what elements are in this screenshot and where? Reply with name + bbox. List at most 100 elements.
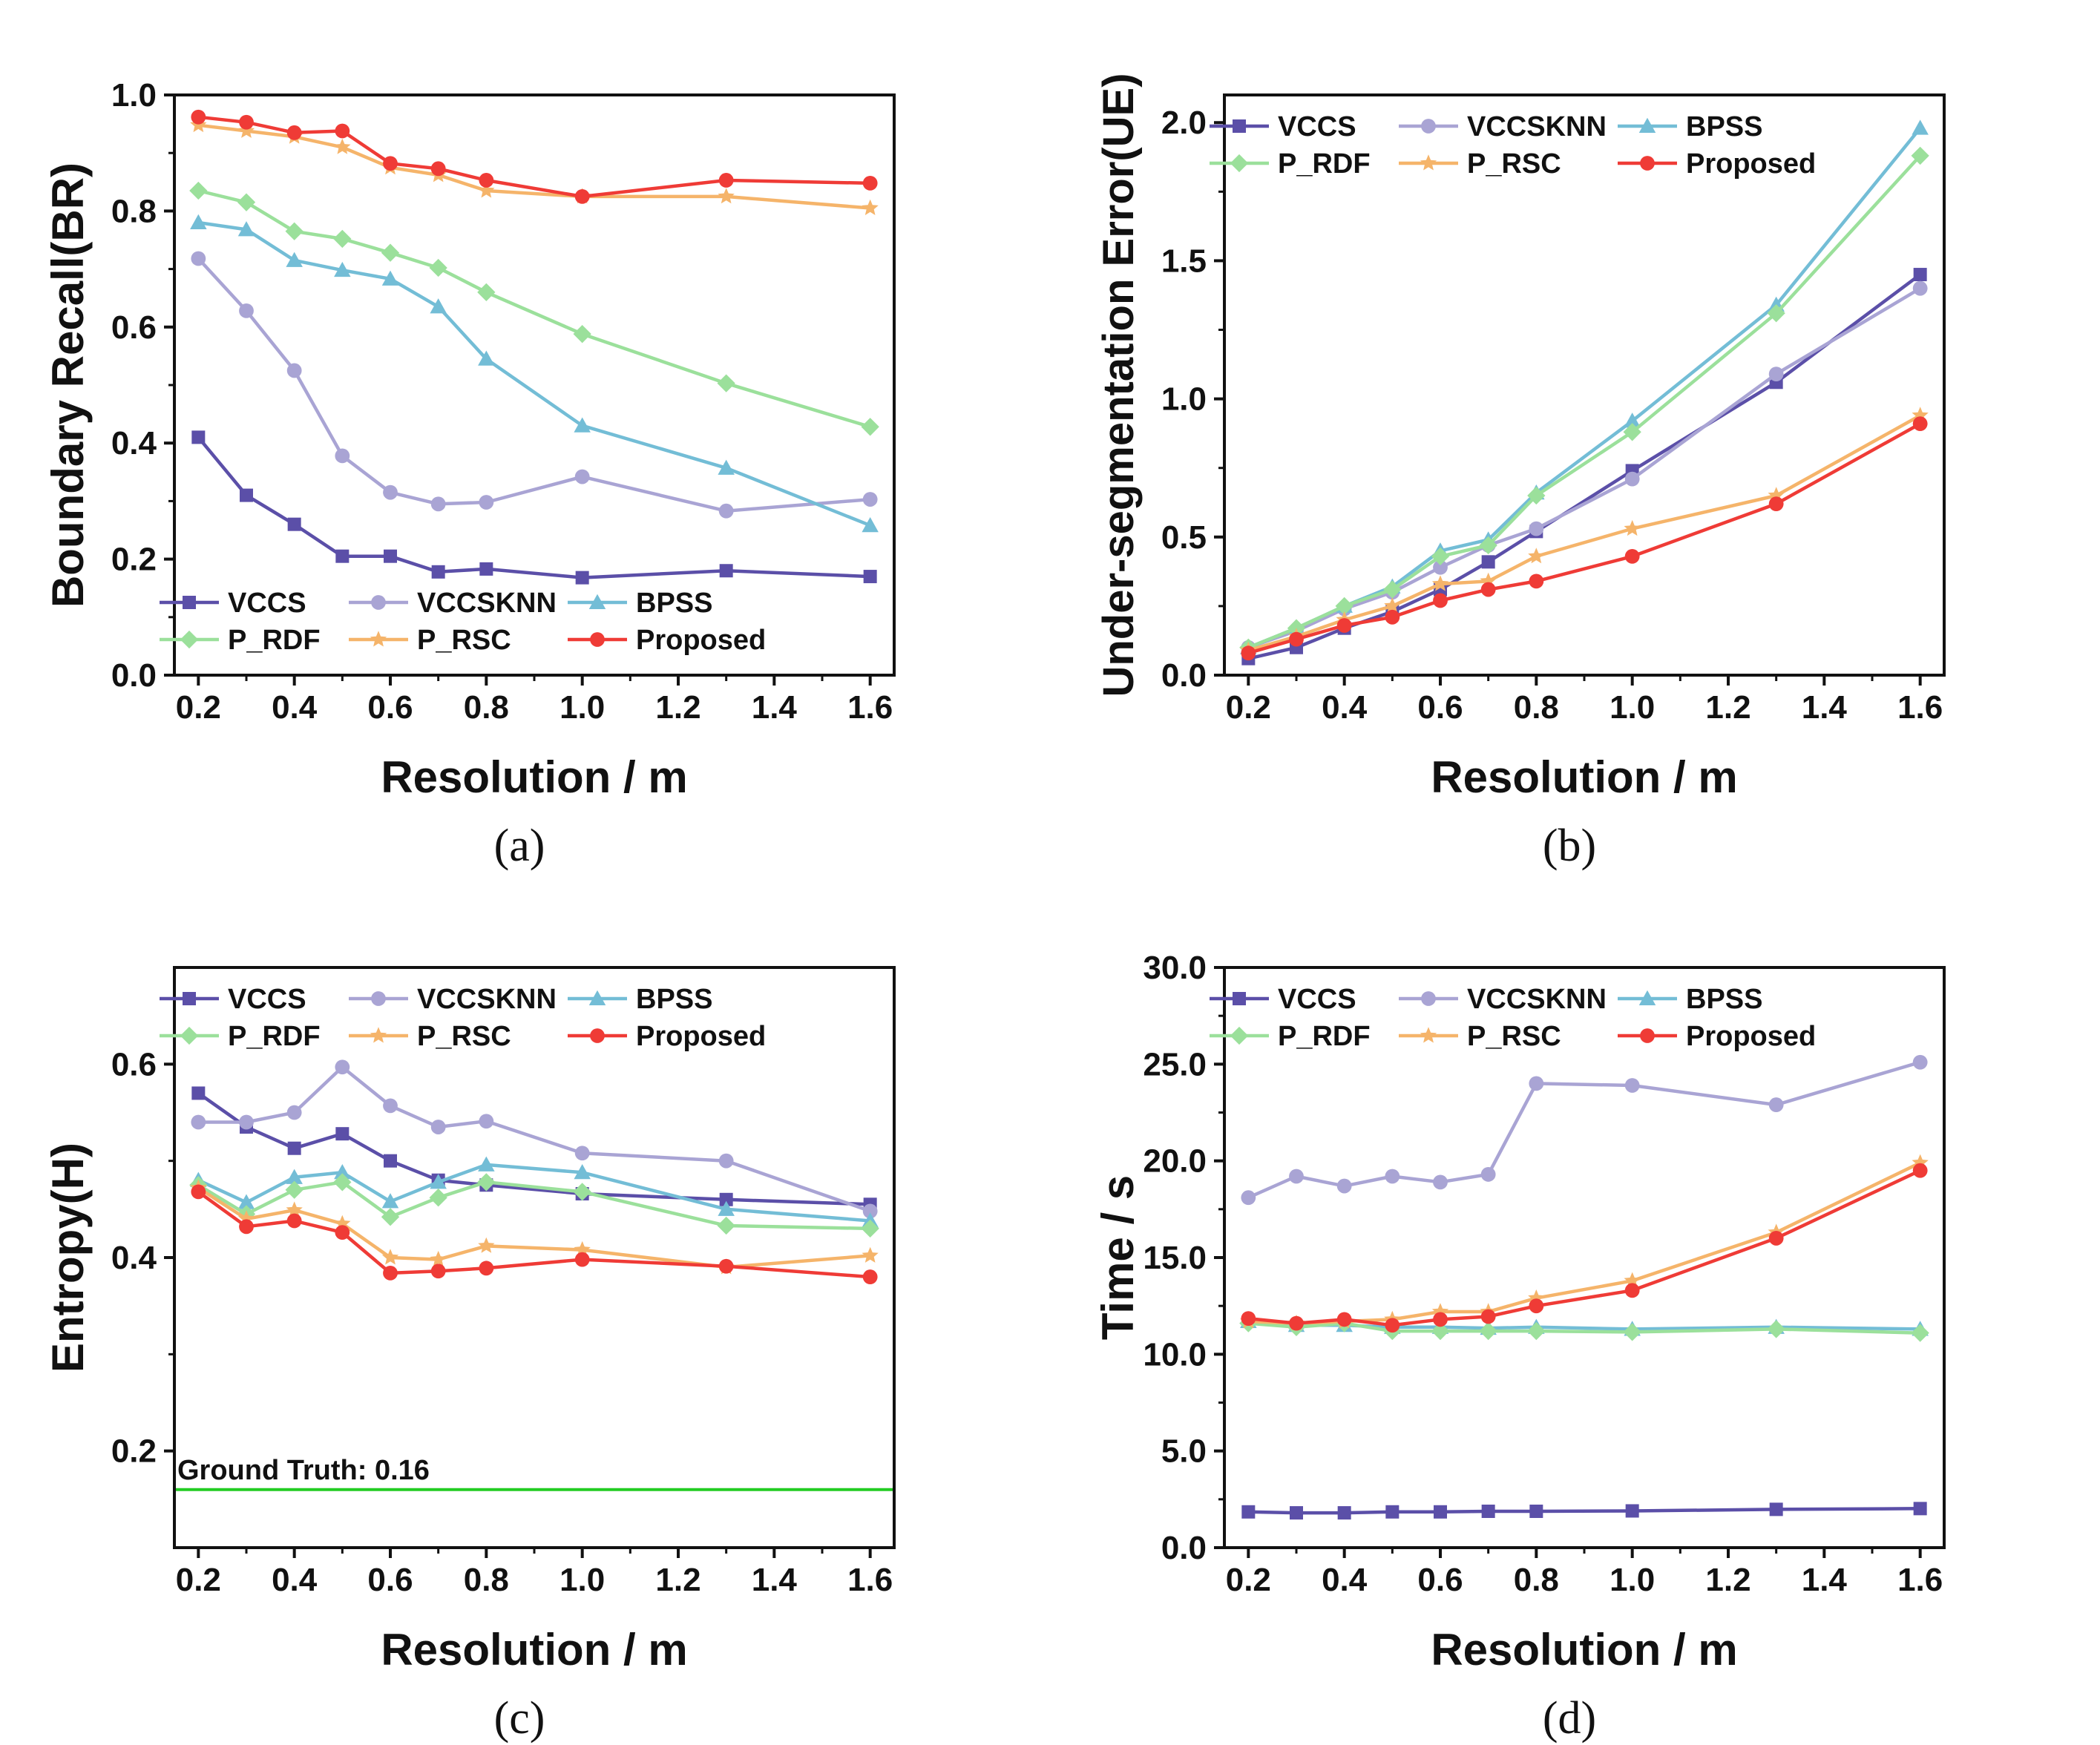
chart-a-point-vccs-8: [719, 564, 733, 578]
chart-c-line-vccsknn: [198, 1065, 871, 1213]
chart-a-point-vccsknn-6: [479, 495, 494, 510]
chart-d-point-p-rsc-7: [1624, 1272, 1641, 1288]
chart-a-xtick-label-1: 0.4: [272, 689, 318, 726]
chart-a-point-p-rdf-2: [285, 222, 303, 240]
chart-d-xtick-label-7: 1.6: [1897, 1562, 1943, 1598]
chart-b-point-vccs-9: [1913, 268, 1927, 282]
chart-b-line-proposed: [1247, 422, 1921, 655]
chart-c-point-p-rdf-8: [717, 1216, 735, 1235]
chart-c-legend-marker-vccsknn: [371, 991, 386, 1006]
chart-d-point-p-rdf-6: [1527, 1321, 1546, 1341]
chart-c-xtick-label-1: 0.4: [272, 1562, 318, 1598]
chart-b-point-p-rsc-4: [1431, 575, 1449, 591]
chart-b-point-proposed-1: [1289, 631, 1304, 647]
chart-a-point-proposed-0: [191, 109, 206, 125]
chart-b-frame: [1223, 93, 1946, 677]
chart-d-point-proposed-6: [1529, 1298, 1544, 1314]
chart-c-legend-label-p-rsc: P_RSC: [417, 1021, 511, 1052]
chart-d-legend-marker-proposed: [1640, 1028, 1655, 1043]
chart-c-point-bpss-7: [574, 1164, 591, 1180]
chart-b-legend-marker-vccs: [1233, 119, 1246, 133]
chart-d-point-vccsknn-8: [1768, 1097, 1784, 1112]
chart-c-point-vccs-2: [287, 1141, 301, 1155]
chart-a-point-vccs-1: [240, 488, 253, 502]
chart-a-legend-marker-p-rsc: [370, 631, 387, 647]
chart-a-line-bpss: [197, 220, 871, 528]
chart-c-legend-marker-p-rsc: [370, 1027, 387, 1043]
chart-d-xtick-label-4: 1.0: [1610, 1562, 1655, 1598]
chart-a-xtick-label-0: 0.2: [176, 689, 221, 726]
chart-a-legend-marker-vccs: [183, 596, 196, 609]
chart-c-point-proposed-8: [718, 1258, 734, 1274]
chart-d-ytick-label-3: 15.0: [1143, 1240, 1207, 1276]
chart-d-point-vccs-4: [1434, 1505, 1447, 1519]
chart-c-xtick-label-4: 1.0: [560, 1562, 605, 1598]
chart-a-xtick-label-2: 0.6: [367, 689, 413, 726]
chart-a-point-proposed-4: [383, 156, 398, 171]
chart-b-point-vccsknn-9: [1912, 280, 1928, 296]
chart-c-point-p-rdf-5: [429, 1189, 447, 1207]
chart-d-point-p-rdf-4: [1431, 1321, 1450, 1341]
chart-b-legend-item-vccsknn: VCCSKNN: [1399, 111, 1607, 142]
chart-a-legend-item-proposed: Proposed: [568, 625, 766, 656]
chart-a-ytick-label-5: 1.0: [111, 77, 157, 114]
chart-b-legend-item-proposed: Proposed: [1618, 148, 1816, 180]
chart-d-xtick-label-1: 0.4: [1322, 1562, 1368, 1598]
chart-d-point-proposed-4: [1433, 1312, 1448, 1327]
chart-b-point-p-rsc-6: [1528, 548, 1545, 564]
chart-a-ytick-label-1: 0.2: [111, 542, 157, 578]
chart-a-point-proposed-2: [286, 125, 302, 140]
chart-d-point-vccsknn-2: [1336, 1178, 1352, 1194]
chart-c-point-vccsknn-0: [191, 1114, 206, 1130]
chart-d-point-proposed-8: [1768, 1231, 1784, 1246]
chart-c-ytick-label-2: 0.6: [111, 1046, 157, 1082]
chart-d-ytick-label-0: 0.0: [1161, 1530, 1207, 1566]
chart-d-series-vccs: [1241, 1502, 1927, 1520]
chart-a-point-proposed-7: [574, 188, 590, 204]
chart-d-legend-label-proposed: Proposed: [1686, 1021, 1816, 1052]
chart-c-reference-label: Ground Truth: 0.16: [177, 1455, 430, 1486]
panel-d: 0.2 0.4 0.6 0.8 1.0 1.2 1.4 1.6 0.0 5.0 10.0 15.0 20…: [1050, 872, 2100, 1745]
chart-a-point-vccs-9: [863, 570, 877, 584]
chart-b-xtick-label-1: 0.4: [1322, 689, 1368, 726]
chart-c-point-bpss-6: [478, 1156, 495, 1171]
chart-b-point-vccs-5: [1481, 555, 1495, 569]
chart-c-xlabel: Resolution / m: [381, 1625, 687, 1675]
chart-a-point-proposed-3: [335, 123, 350, 139]
chart-b-legend-item-p-rdf: P_RDF: [1210, 148, 1371, 180]
chart-d-point-vccsknn-6: [1529, 1076, 1544, 1091]
chart-c-svg: Ground Truth: 0.16 0.2 0.4 0.6 0.8 1.0 1.2 1.4 1…: [43, 966, 896, 1744]
chart-c-point-p-rdf-4: [381, 1208, 400, 1226]
chart-d-point-vccsknn-1: [1289, 1169, 1304, 1184]
chart-a-caption: (a): [494, 821, 545, 871]
chart-d-svg: 0.2 0.4 0.6 0.8 1.0 1.2 1.4 1.6 0.0 5.0 10.0 15.0 20…: [1093, 950, 1946, 1744]
chart-a-point-vccs-0: [191, 430, 206, 444]
chart-a-ytick-label-3: 0.6: [111, 309, 157, 346]
chart-c-legend-label-vccs: VCCS: [228, 984, 306, 1015]
chart-a-line-vccs: [197, 436, 870, 579]
chart-a-line-p-rsc: [198, 123, 870, 210]
chart-a-ylabel: Boundary Recall(BR): [43, 162, 93, 608]
chart-b-caption: (b): [1543, 821, 1596, 871]
chart-d-xtick-label-0: 0.2: [1226, 1562, 1271, 1598]
chart-c-point-p-rsc-2: [286, 1201, 303, 1217]
chart-c-point-p-rdf-9: [861, 1219, 879, 1238]
chart-d-caption: (d): [1543, 1693, 1596, 1744]
chart-a-legend-marker-proposed: [590, 632, 605, 647]
chart-c-point-proposed-7: [574, 1252, 590, 1267]
chart-d-point-vccs-1: [1290, 1506, 1303, 1520]
chart-c-legend-item-p-rsc: P_RSC: [349, 1021, 511, 1052]
chart-a-point-proposed-5: [430, 161, 446, 177]
chart-c-legend-label-vccsknn: VCCSKNN: [417, 984, 557, 1015]
chart-b-line-vccs: [1247, 273, 1922, 660]
chart-d-point-proposed-1: [1289, 1315, 1304, 1331]
chart-c-ytick-label-0: 0.2: [111, 1433, 157, 1470]
chart-d-legend-item-vccs: VCCS: [1210, 984, 1356, 1015]
chart-c-point-bpss-8: [718, 1200, 735, 1216]
chart-b-ytick-label-1: 0.5: [1161, 519, 1207, 556]
chart-c-point-proposed-4: [383, 1265, 398, 1281]
chart-d-line-p-rdf: [1248, 1321, 1920, 1335]
chart-d-legend-marker-p-rsc: [1420, 1027, 1437, 1043]
chart-a-point-vccsknn-1: [239, 303, 254, 318]
